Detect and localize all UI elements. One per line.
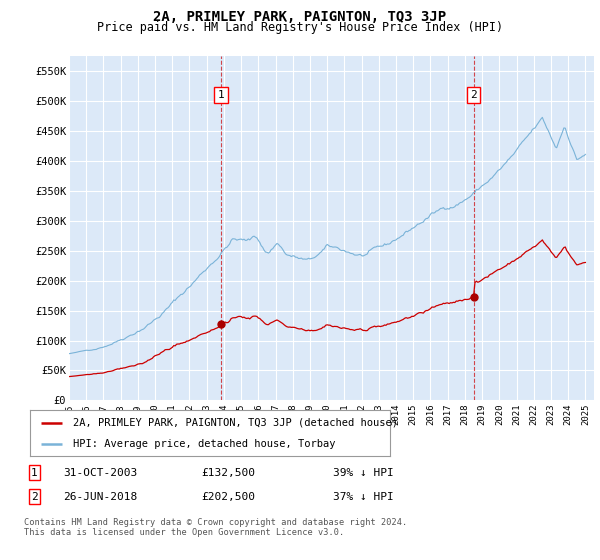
Text: £202,500: £202,500	[201, 492, 255, 502]
Text: 31-OCT-2003: 31-OCT-2003	[63, 468, 137, 478]
Text: 2A, PRIMLEY PARK, PAIGNTON, TQ3 3JP (detached house): 2A, PRIMLEY PARK, PAIGNTON, TQ3 3JP (det…	[73, 418, 398, 428]
Text: 2: 2	[31, 492, 38, 502]
Text: Price paid vs. HM Land Registry's House Price Index (HPI): Price paid vs. HM Land Registry's House …	[97, 21, 503, 34]
Text: 39% ↓ HPI: 39% ↓ HPI	[333, 468, 394, 478]
Text: Contains HM Land Registry data © Crown copyright and database right 2024.
This d: Contains HM Land Registry data © Crown c…	[24, 518, 407, 538]
Text: 1: 1	[218, 90, 224, 100]
Text: 37% ↓ HPI: 37% ↓ HPI	[333, 492, 394, 502]
Text: £132,500: £132,500	[201, 468, 255, 478]
Text: 1: 1	[31, 468, 38, 478]
Text: 2A, PRIMLEY PARK, PAIGNTON, TQ3 3JP: 2A, PRIMLEY PARK, PAIGNTON, TQ3 3JP	[154, 10, 446, 24]
Text: HPI: Average price, detached house, Torbay: HPI: Average price, detached house, Torb…	[73, 439, 336, 449]
Text: 2: 2	[470, 90, 477, 100]
Text: 26-JUN-2018: 26-JUN-2018	[63, 492, 137, 502]
